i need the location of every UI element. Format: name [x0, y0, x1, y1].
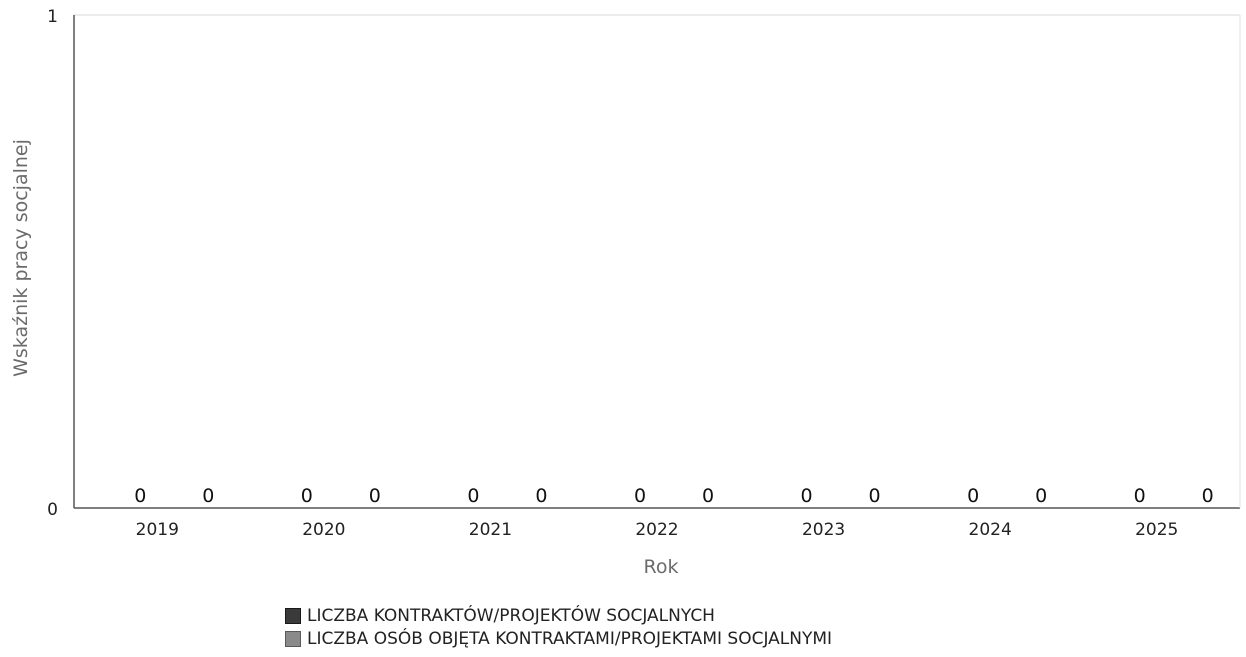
x-tick-label-2025: 2025: [1135, 520, 1178, 540]
y-tick-label-max: 1: [47, 7, 58, 27]
data-label-series1-2025: 0: [1134, 485, 1146, 507]
data-label-series1-2020: 0: [301, 485, 313, 507]
data-label-series1-2021: 0: [467, 485, 479, 507]
legend-label-contracts: LICZBA KONTRAKTÓW/PROJEKTÓW SOCJALNYCH: [307, 605, 715, 626]
legend-swatch-persons: [285, 630, 301, 647]
x-ticks-group: 2019 2020 2021 2022 2023 2024 2025: [136, 520, 1179, 540]
legend: LICZBA KONTRAKTÓW/PROJEKTÓW SOCJALNYCH L…: [285, 604, 832, 650]
x-axis-title: Rok: [644, 556, 679, 578]
x-tick-label-2022: 2022: [635, 520, 678, 540]
x-tick-label-2020: 2020: [302, 520, 345, 540]
data-label-series2-2021: 0: [535, 485, 547, 507]
legend-label-persons: LICZBA OSÓB OBJĘTA KONTRAKTAMI/PROJEKTAM…: [307, 628, 833, 649]
data-label-series2-2023: 0: [869, 485, 881, 507]
data-label-series2-2025: 0: [1202, 485, 1214, 507]
data-label-series1-2022: 0: [634, 485, 646, 507]
data-label-series2-2019: 0: [202, 485, 214, 507]
x-tick-label-2024: 2024: [969, 520, 1012, 540]
data-label-series2-2020: 0: [369, 485, 381, 507]
data-label-series1-2023: 0: [801, 485, 813, 507]
legend-swatch-contracts: [285, 607, 301, 624]
x-tick-label-2019: 2019: [136, 520, 179, 540]
legend-item-persons[interactable]: LICZBA OSÓB OBJĘTA KONTRAKTAMI/PROJEKTAM…: [285, 627, 832, 650]
data-label-series2-2024: 0: [1035, 485, 1047, 507]
data-label-series1-2019: 0: [134, 485, 146, 507]
y-tick-label-min: 0: [47, 500, 58, 520]
legend-item-contracts[interactable]: LICZBA KONTRAKTÓW/PROJEKTÓW SOCJALNYCH: [285, 604, 832, 627]
y-axis-title: Wskaźnik pracy socjalnej: [10, 139, 32, 377]
data-label-series2-2022: 0: [702, 485, 714, 507]
x-tick-label-2023: 2023: [802, 520, 845, 540]
data-labels-group: 0 0 0 0 0 0 0 0 0 0 0 0 0 0: [134, 485, 1214, 507]
x-tick-label-2021: 2021: [469, 520, 512, 540]
data-label-series1-2024: 0: [967, 485, 979, 507]
